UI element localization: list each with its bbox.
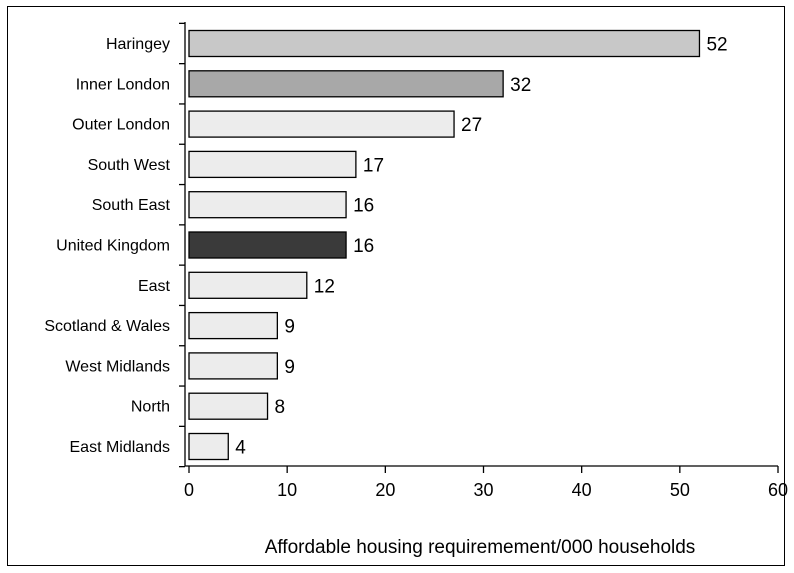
category-label: East <box>138 278 171 295</box>
x-tick-label: 10 <box>277 480 297 500</box>
category-label: Haringey <box>106 36 170 53</box>
bar <box>188 311 278 340</box>
value-label: 12 <box>314 276 335 297</box>
category-label: East Midlands <box>70 439 171 456</box>
value-label: 52 <box>706 35 727 56</box>
x-tick-label: 40 <box>572 480 592 500</box>
category-label: Scotland & Wales <box>44 318 170 335</box>
x-tick-label: 20 <box>375 480 395 500</box>
bar <box>188 432 229 461</box>
value-label: 8 <box>275 397 286 418</box>
bar <box>188 392 269 420</box>
axes-group <box>179 22 779 473</box>
value-label: 16 <box>353 196 374 217</box>
x-tick-label: 60 <box>768 480 788 500</box>
value-label: 27 <box>461 115 482 136</box>
bar <box>188 231 347 259</box>
bar <box>188 29 701 58</box>
value-label: 4 <box>235 438 246 459</box>
value-label: 9 <box>284 357 295 378</box>
bar <box>188 70 504 98</box>
category-labels: Haringey Inner London Outer London South We… <box>44 36 170 456</box>
bars-group <box>188 29 701 461</box>
x-tick-label: 30 <box>473 480 493 500</box>
bar <box>188 150 357 179</box>
category-label: Outer London <box>72 117 170 134</box>
category-label: Inner London <box>76 76 170 93</box>
value-label: 17 <box>363 155 384 176</box>
value-label: 9 <box>284 317 295 338</box>
value-label: 32 <box>510 75 531 96</box>
value-labels: 52 32 27 17 16 16 12 9 9 8 4 <box>235 35 727 459</box>
x-axis-title: Affordable housing requiremement/000 hou… <box>265 537 696 558</box>
x-tick-label: 50 <box>670 480 690 500</box>
bar <box>188 271 308 299</box>
bar <box>188 110 455 138</box>
bar <box>188 352 278 380</box>
value-label: 16 <box>353 236 374 257</box>
x-tick-label: 0 <box>184 480 194 500</box>
category-label: South East <box>92 197 171 214</box>
chart-frame <box>7 6 785 566</box>
category-label: West Midlands <box>65 358 170 375</box>
tick-labels: 0 10 20 30 40 50 60 <box>184 480 788 500</box>
category-label: North <box>131 399 170 416</box>
category-label: South West <box>88 157 171 174</box>
category-label: United Kingdom <box>56 238 170 255</box>
bar <box>188 191 347 219</box>
